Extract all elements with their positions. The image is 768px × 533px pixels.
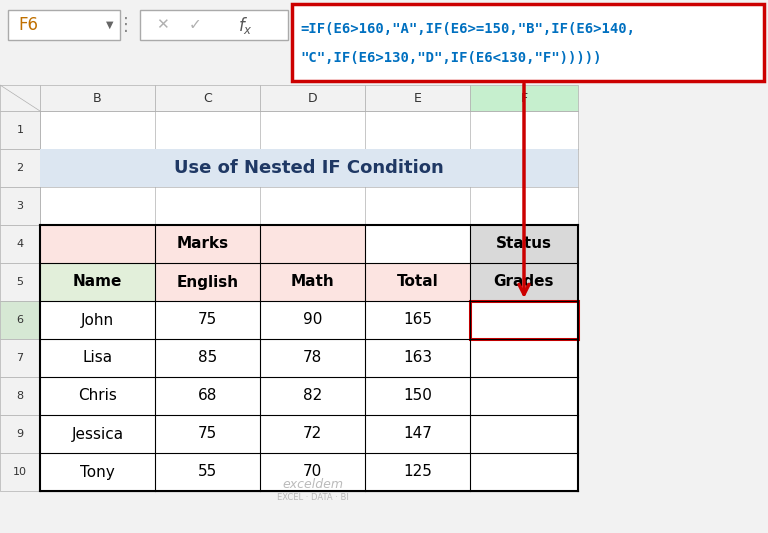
Text: ✕: ✕ — [156, 18, 168, 33]
Bar — [0, 453, 40, 491]
Text: B: B — [93, 92, 102, 104]
Bar — [0, 85, 40, 111]
Bar — [155, 263, 260, 301]
Bar — [292, 4, 764, 81]
Text: F: F — [521, 92, 528, 104]
Text: Jessica: Jessica — [71, 426, 124, 441]
Bar — [0, 301, 40, 339]
Text: Name: Name — [73, 274, 122, 289]
Bar — [470, 301, 578, 339]
Text: E: E — [413, 92, 422, 104]
Text: $f_x$: $f_x$ — [237, 14, 253, 36]
Text: ✓: ✓ — [189, 18, 201, 33]
Text: 78: 78 — [303, 351, 322, 366]
Bar — [0, 111, 40, 149]
Bar — [0, 263, 40, 301]
Text: 163: 163 — [403, 351, 432, 366]
Bar — [0, 0, 768, 85]
Bar — [0, 339, 40, 377]
Bar — [40, 225, 365, 263]
Bar — [470, 85, 578, 111]
Text: 90: 90 — [303, 312, 323, 327]
Text: exceldem: exceldem — [282, 479, 343, 491]
Text: F6: F6 — [18, 16, 38, 34]
Bar — [470, 263, 578, 301]
Bar — [0, 187, 40, 225]
Text: Math: Math — [290, 274, 334, 289]
Bar — [0, 377, 40, 415]
Text: 55: 55 — [198, 464, 217, 480]
Bar — [0, 225, 40, 263]
Text: Chris: Chris — [78, 389, 117, 403]
Text: 6: 6 — [16, 315, 24, 325]
Text: English: English — [177, 274, 239, 289]
Text: 3: 3 — [16, 201, 24, 211]
Text: Total: Total — [396, 274, 439, 289]
Text: 72: 72 — [303, 426, 322, 441]
Text: 165: 165 — [403, 312, 432, 327]
Text: 82: 82 — [303, 389, 322, 403]
Text: John: John — [81, 312, 114, 327]
Bar — [0, 149, 40, 187]
Text: Grades: Grades — [494, 274, 554, 289]
Bar — [40, 149, 578, 187]
Text: 5: 5 — [16, 277, 24, 287]
Text: C: C — [203, 92, 212, 104]
Text: D: D — [308, 92, 317, 104]
Text: 9: 9 — [16, 429, 24, 439]
Bar — [40, 111, 578, 491]
Text: 68: 68 — [198, 389, 217, 403]
Text: 125: 125 — [403, 464, 432, 480]
Text: Marks: Marks — [177, 237, 229, 252]
Text: 75: 75 — [198, 426, 217, 441]
Bar — [470, 225, 578, 263]
Bar — [260, 263, 365, 301]
Text: 2: 2 — [16, 163, 24, 173]
Text: 4: 4 — [16, 239, 24, 249]
Bar — [470, 301, 578, 339]
Text: ▼: ▼ — [106, 20, 114, 30]
Bar — [365, 85, 470, 111]
Text: 1: 1 — [16, 125, 24, 135]
Text: 10: 10 — [13, 467, 27, 477]
Bar — [140, 10, 288, 40]
Bar — [260, 85, 365, 111]
Text: 147: 147 — [403, 426, 432, 441]
Text: =IF(E6>160,"A",IF(E6>=150,"B",IF(E6>140,: =IF(E6>160,"A",IF(E6>=150,"B",IF(E6>140, — [300, 22, 635, 36]
Text: Tony: Tony — [80, 464, 115, 480]
Bar — [0, 415, 40, 453]
Bar — [8, 10, 120, 40]
Text: Use of Nested IF Condition: Use of Nested IF Condition — [174, 159, 444, 177]
Text: 8: 8 — [16, 391, 24, 401]
Text: "C",IF(E6>130,"D",IF(E6<130,"F"))))): "C",IF(E6>130,"D",IF(E6<130,"F"))))) — [300, 51, 601, 65]
Text: 7: 7 — [16, 353, 24, 363]
Bar — [365, 263, 470, 301]
Text: 150: 150 — [403, 389, 432, 403]
Bar — [155, 85, 260, 111]
Text: ⋮: ⋮ — [117, 16, 135, 34]
Text: 75: 75 — [198, 312, 217, 327]
Text: Status: Status — [496, 237, 552, 252]
Text: 70: 70 — [303, 464, 322, 480]
Text: 85: 85 — [198, 351, 217, 366]
Text: A: A — [519, 312, 529, 327]
Bar — [40, 263, 155, 301]
Text: Lisa: Lisa — [82, 351, 113, 366]
Text: EXCEL · DATA · BI: EXCEL · DATA · BI — [276, 492, 349, 502]
Bar — [40, 85, 155, 111]
